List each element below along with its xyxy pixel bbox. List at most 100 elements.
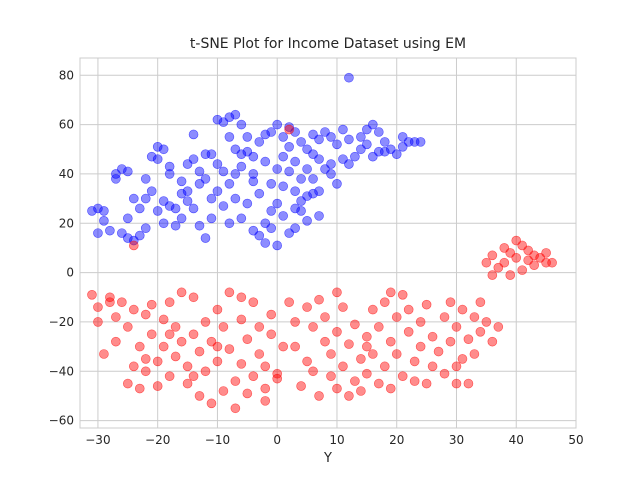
blue-data-point: [302, 164, 312, 174]
red-data-point: [111, 336, 121, 347]
blue-data-point: [152, 154, 163, 164]
grid: [80, 58, 577, 428]
red-data-point: [427, 331, 438, 342]
blue-data-point: [344, 134, 354, 145]
red-data-point: [260, 396, 271, 406]
red-data-point: [266, 329, 277, 340]
red-data-point: [445, 336, 456, 347]
red-data-point: [338, 302, 348, 312]
blue-data-point: [146, 151, 157, 162]
red-data-point: [332, 383, 342, 394]
blue-data-point: [123, 233, 133, 243]
red-data-point: [421, 378, 432, 389]
red-data-point: [152, 381, 163, 391]
red-data-point: [254, 322, 265, 332]
red-data-point: [475, 326, 486, 337]
red-data-point: [391, 349, 402, 359]
blue-data-point: [140, 193, 151, 204]
red-data-point: [158, 341, 169, 352]
red-data-point: [146, 329, 157, 340]
blue-data-point: [260, 129, 271, 140]
red-data-point: [164, 297, 175, 308]
blue-data-point: [194, 179, 205, 189]
red-data-point: [379, 361, 390, 372]
blue-data-point: [296, 137, 306, 147]
red-data-point: [260, 383, 271, 394]
blue-data-point: [272, 119, 283, 130]
blue-data-point: [308, 174, 318, 184]
red-data-point: [529, 250, 539, 261]
blue-data-point: [326, 159, 336, 169]
x-tick-label: −10: [205, 433, 230, 447]
blue-data-point: [140, 223, 151, 233]
blue-data-point: [182, 186, 193, 196]
y-tick-label: −40: [49, 364, 74, 378]
red-data-point: [230, 403, 241, 414]
red-data-point: [128, 240, 139, 251]
y-tick-label: 80: [59, 68, 74, 82]
red-data-point: [379, 297, 390, 308]
blue-data-point: [314, 154, 324, 164]
blue-data-point: [391, 149, 402, 159]
red-data-point: [188, 329, 199, 340]
red-data-point: [206, 398, 217, 409]
red-data-point: [368, 349, 378, 359]
blue-data-point: [230, 109, 241, 120]
blue-data-point: [236, 149, 247, 159]
data-points: [87, 72, 557, 414]
red-data-point: [314, 294, 324, 305]
red-data-point: [200, 366, 211, 377]
blue-data-point: [248, 169, 259, 179]
blue-data-point: [164, 201, 175, 211]
red-data-point: [481, 317, 492, 327]
red-data-point: [391, 312, 402, 322]
red-data-point: [260, 361, 271, 372]
red-data-point: [457, 304, 468, 315]
blue-data-point: [134, 230, 145, 241]
blue-data-point: [284, 142, 294, 152]
red-data-point: [385, 287, 396, 298]
blue-data-point: [272, 164, 283, 174]
red-data-point: [403, 326, 414, 337]
blue-data-point: [379, 137, 390, 147]
x-tick-label: 10: [329, 433, 344, 447]
blue-data-point: [242, 132, 253, 142]
red-data-point: [140, 366, 151, 377]
red-data-point: [469, 312, 480, 322]
x-tick-label: 30: [449, 433, 464, 447]
red-data-point: [475, 297, 486, 308]
red-data-point: [224, 287, 235, 298]
blue-data-point: [170, 203, 181, 214]
red-data-point: [212, 356, 223, 367]
red-data-point: [505, 270, 516, 280]
blue-data-point: [164, 169, 175, 179]
blue-data-point: [117, 164, 127, 174]
blue-data-point: [128, 193, 139, 204]
red-data-point: [487, 336, 498, 347]
red-data-point: [212, 341, 223, 352]
red-data-point: [326, 349, 336, 359]
y-tick-label: 60: [59, 118, 74, 132]
red-data-point: [242, 334, 253, 345]
blue-data-point: [314, 134, 324, 145]
x-tick-labels: −30 −20 −10 0 10 20 30 40 50: [85, 433, 583, 447]
blue-data-point: [224, 179, 235, 189]
blue-data-point: [314, 211, 324, 221]
red-data-point: [170, 322, 181, 332]
blue-data-point: [290, 223, 300, 233]
red-data-point: [439, 368, 450, 379]
red-data-point: [146, 299, 157, 310]
blue-data-point: [266, 223, 277, 233]
blue-data-point: [93, 203, 103, 214]
red-data-point: [397, 289, 408, 300]
red-data-point: [314, 391, 324, 401]
red-data-point: [284, 124, 294, 135]
blue-data-point: [212, 159, 223, 169]
red-data-point: [87, 289, 97, 300]
red-data-point: [99, 349, 109, 359]
blue-data-point: [194, 166, 205, 177]
red-data-point: [332, 326, 342, 337]
red-data-point: [218, 322, 229, 332]
red-data-point: [415, 341, 426, 352]
blue-data-point: [230, 193, 241, 204]
